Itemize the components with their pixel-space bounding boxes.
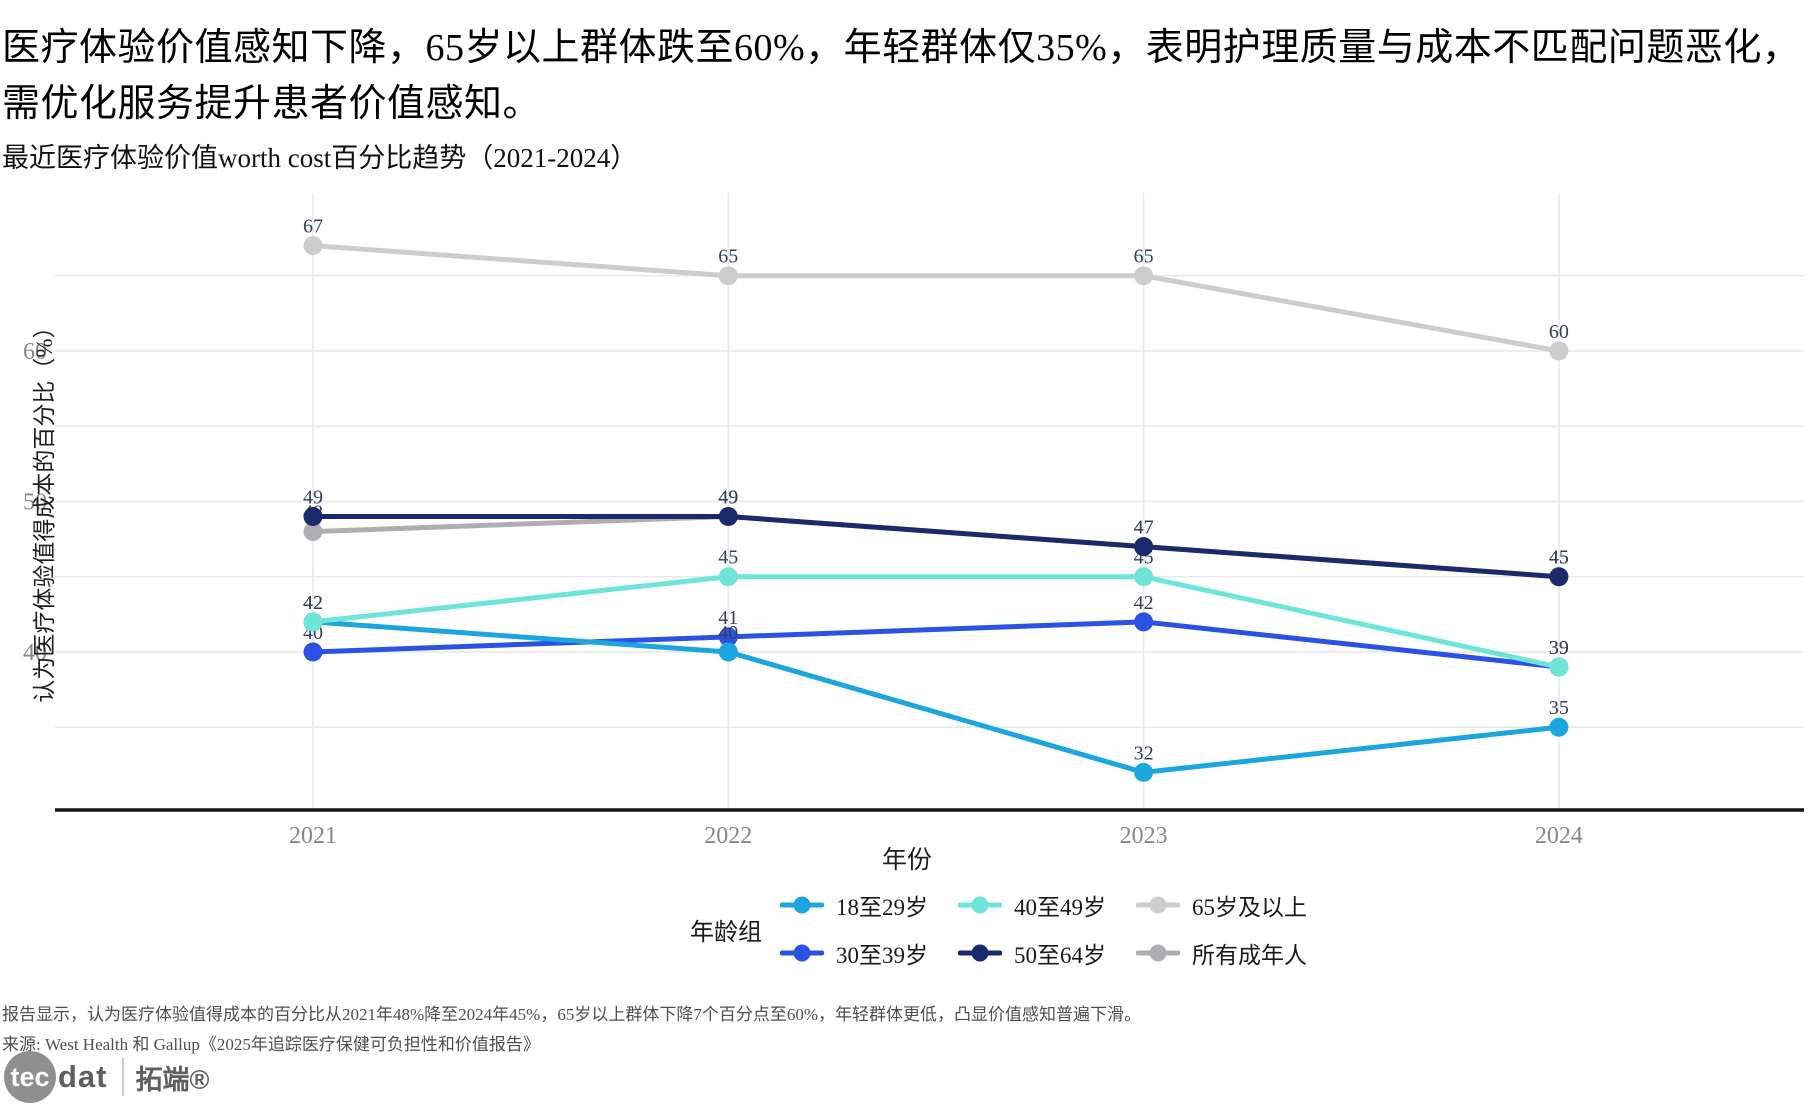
data-point bbox=[1549, 567, 1569, 587]
y-axis-title: 认为医疗体验值得成本的百分比（%） bbox=[32, 315, 57, 703]
data-point bbox=[718, 567, 738, 587]
logo-circle: tec bbox=[4, 1051, 56, 1103]
data-label: 42 bbox=[303, 592, 323, 614]
legend-item: 40至49岁 bbox=[958, 888, 1106, 922]
y-tick-label: 40 bbox=[23, 640, 47, 666]
headline: 医疗体验价值感知下降，65岁以上群体跌至60%，年轻群体仅35%，表明护理质量与… bbox=[2, 27, 1801, 125]
legend-items: 18至29岁 40至49岁 65岁及以上 30至39岁 50至64岁 所有成年人 bbox=[780, 888, 1307, 970]
x-tick-label: 2021 bbox=[289, 823, 337, 849]
data-label: 42 bbox=[1134, 592, 1154, 614]
data-label: 42 bbox=[303, 592, 323, 614]
data-point bbox=[1134, 266, 1154, 286]
data-point bbox=[1549, 717, 1569, 737]
data-point bbox=[718, 627, 738, 647]
data-point bbox=[1134, 567, 1154, 587]
x-tick-label: 2022 bbox=[704, 823, 752, 849]
data-label: 67 bbox=[303, 216, 323, 238]
data-label: 47 bbox=[1134, 517, 1154, 539]
series-line bbox=[310, 619, 1562, 775]
data-label: 47 bbox=[1134, 517, 1154, 539]
tecdat-logo: tec dat 拓端® bbox=[4, 1051, 209, 1103]
legend-marker bbox=[780, 896, 824, 914]
series-0: 67 65 65 60 bbox=[303, 216, 1569, 361]
legend-item: 65岁及以上 bbox=[1136, 888, 1307, 922]
data-label: 39 bbox=[1549, 637, 1569, 659]
series-3: 42 40 32 35 bbox=[303, 592, 1569, 782]
legend-label: 18至29岁 bbox=[836, 895, 928, 920]
legend-label: 所有成年人 bbox=[1192, 943, 1307, 968]
data-label: 45 bbox=[1549, 547, 1569, 569]
data-point bbox=[303, 612, 323, 632]
legend-marker bbox=[780, 944, 824, 962]
data-point bbox=[718, 507, 738, 527]
source-note: 来源: West Health 和 Gallup《2025年追踪医疗保健可负担性… bbox=[2, 1035, 540, 1054]
legend-label: 40至49岁 bbox=[1014, 895, 1106, 920]
data-point bbox=[303, 507, 323, 527]
data-point bbox=[1134, 762, 1154, 782]
data-label: 35 bbox=[1549, 697, 1569, 719]
data-point bbox=[1134, 612, 1154, 632]
legend-label: 30至39岁 bbox=[836, 943, 928, 968]
data-label: 49 bbox=[303, 487, 323, 509]
series-line bbox=[310, 619, 1562, 670]
legend: 年龄组 18至29岁 40至49岁 65岁及以上 30至39岁 50至64岁 所有成年人 bbox=[690, 888, 1307, 970]
legend-marker bbox=[1136, 896, 1180, 914]
data-point bbox=[1549, 657, 1569, 677]
series-line bbox=[310, 514, 1562, 580]
chart-title: 最近医疗体验价值worth cost百分比趋势（2021-2024） bbox=[2, 143, 638, 173]
logo-circle-text: tec bbox=[10, 1061, 50, 1092]
x-tick-label: 2023 bbox=[1120, 823, 1168, 849]
data-label: 45 bbox=[1549, 547, 1569, 569]
legend-item: 所有成年人 bbox=[1136, 936, 1307, 970]
data-label: 40 bbox=[718, 622, 738, 644]
legend-marker bbox=[958, 896, 1002, 914]
legend-item: 30至39岁 bbox=[780, 936, 928, 970]
legend-item: 18至29岁 bbox=[780, 888, 928, 922]
footnote: 报告显示，认为医疗体验值得成本的百分比从2021年48%降至2024年45%，6… bbox=[2, 1005, 1141, 1024]
data-label: 45 bbox=[718, 547, 738, 569]
data-point bbox=[303, 236, 323, 256]
data-point bbox=[303, 522, 323, 542]
logo-brand: 拓端® bbox=[135, 1064, 210, 1095]
legend-marker bbox=[1136, 944, 1180, 962]
legend-item: 50至64岁 bbox=[958, 936, 1106, 970]
series-line bbox=[310, 514, 1562, 580]
series-line bbox=[310, 243, 1562, 354]
data-point bbox=[718, 266, 738, 286]
x-tick-label: 2024 bbox=[1535, 823, 1583, 849]
x-axis-title: 年份 bbox=[881, 847, 932, 874]
data-point bbox=[1549, 341, 1569, 361]
data-label: 49 bbox=[718, 487, 738, 509]
legend-label: 65岁及以上 bbox=[1192, 895, 1307, 920]
logo-text: dat bbox=[58, 1059, 108, 1094]
legend-label: 50至64岁 bbox=[1014, 943, 1106, 968]
data-label: 65 bbox=[718, 246, 738, 268]
series-5: 49 49 47 45 bbox=[303, 487, 1569, 587]
data-point bbox=[718, 642, 738, 662]
data-point bbox=[303, 642, 323, 662]
series-4: 42 45 45 39 bbox=[303, 547, 1569, 677]
y-tick-label: 50 bbox=[23, 489, 47, 515]
data-point bbox=[1134, 537, 1154, 557]
data-label: 32 bbox=[1134, 742, 1154, 764]
data-label: 41 bbox=[718, 607, 738, 629]
legend-title: 年龄组 bbox=[690, 919, 762, 946]
logo-divider bbox=[121, 1058, 124, 1096]
data-label: 65 bbox=[1134, 246, 1154, 268]
series-line bbox=[310, 574, 1562, 670]
data-label: 39 bbox=[1549, 637, 1569, 659]
y-tick-label: 60 bbox=[23, 339, 47, 365]
legend-marker bbox=[958, 944, 1002, 962]
data-label: 60 bbox=[1549, 321, 1569, 343]
data-label: 49 bbox=[718, 487, 738, 509]
